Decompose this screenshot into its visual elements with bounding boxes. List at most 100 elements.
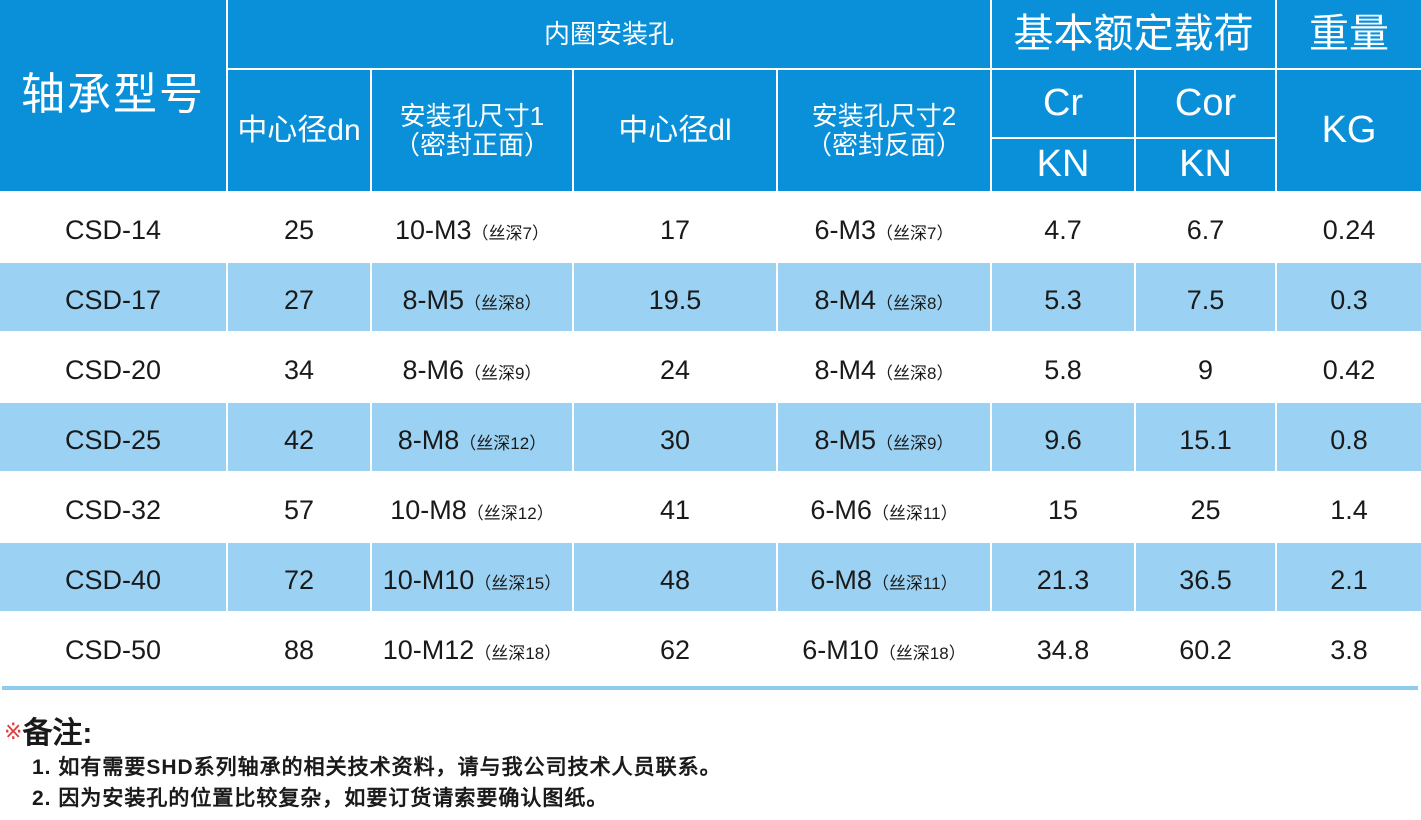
cell-model: CSD-14 [0,193,226,261]
cell-hole1-value: 10-M10 [382,564,475,595]
cell-model: CSD-17 [0,263,226,331]
table-row: CSD-32 57 10-M8（丝深12） 41 6-M6（丝深11） 15 25 1.4 [0,473,1421,541]
reference-mark-icon: ※ [4,719,23,744]
cell-hole2: 6-M3（丝深7） [778,193,990,261]
cell-dl-value: 30 [659,424,691,455]
cell-dn: 88 [228,613,370,681]
cell-hole1: 8-M6（丝深9） [372,333,572,401]
cell-dl-value: 48 [659,564,691,595]
cell-hole1-value: 10-M3 [395,214,472,245]
header-dl: 中心径dl [574,70,776,191]
cell-dn: 27 [228,263,370,331]
cell-dl: 19.5 [574,263,776,331]
cell-model-value: CSD-25 [64,424,162,455]
cell-cor-value: 60.2 [1179,634,1232,665]
cell-weight: 0.24 [1277,193,1421,261]
cell-hole1: 10-M10（丝深15） [372,543,572,611]
cell-cr-value: 15 [1047,494,1079,525]
header-dn: 中心径dn [228,70,370,191]
cell-weight-value: 0.42 [1322,354,1376,385]
cell-cor-value: 9 [1198,354,1214,385]
cell-cr-value: 9.6 [1044,424,1082,455]
header-weight-unit: KG [1277,70,1421,191]
thread-depth-note: （丝深12） [459,433,547,453]
cell-dl-value: 17 [659,214,691,245]
cell-dl-value: 24 [659,354,691,385]
thread-depth-note: （丝深18） [474,643,562,663]
header-basic-load-rating: 基本额定载荷 [992,0,1276,68]
header-cr: Cr [992,70,1135,137]
cell-hole1: 10-M12（丝深18） [372,613,572,681]
remarks-title-text: 备注: [22,717,93,750]
table-bottom-line [2,686,1418,690]
cell-cr: 21.3 [992,543,1135,611]
cell-weight: 2.1 [1277,543,1421,611]
cell-cor: 9 [1136,333,1275,401]
cell-dl: 62 [574,613,776,681]
cell-cor-value: 15.1 [1179,424,1232,455]
cell-cr: 15 [992,473,1134,541]
cell-hole2: 6-M6（丝深11） [778,473,990,541]
cell-dn: 72 [228,543,370,611]
thread-depth-note: （丝深11） [871,573,958,593]
cell-weight-value: 0.24 [1322,214,1376,245]
cell-model-value: CSD-14 [64,214,162,245]
table-row: CSD-40 72 10-M10（丝深15） 48 6-M8（丝深11） 21.3 36.5… [0,543,1421,611]
cell-weight-value: 0.3 [1330,284,1368,315]
cell-dn-value: 25 [283,214,315,245]
cell-weight: 1.4 [1277,473,1421,541]
cell-hole1: 8-M8（丝深12） [372,403,572,471]
cell-cr-value: 4.7 [1044,214,1082,245]
cell-hole2: 6-M8（丝深11） [778,543,991,611]
header-hole1-line2: （密封正面） [393,129,550,160]
cell-dl-value: 62 [659,634,691,665]
cell-dl: 24 [574,333,776,401]
cell-cor-value: 7.5 [1186,284,1225,315]
cell-hole2-value: 6-M6 [810,494,872,525]
cell-cor: 60.2 [1136,613,1275,681]
cell-hole2-value: 6-M3 [814,214,877,245]
cell-cr-value: 34.8 [1036,634,1090,665]
header-hole2-line1: 安装孔尺寸2 [811,100,957,131]
cell-dn-value: 88 [283,634,315,665]
cell-model-value: CSD-50 [64,634,162,665]
cell-cr: 9.6 [992,403,1135,471]
thread-depth-note: （丝深11） [871,503,958,523]
cell-cr-value: 5.3 [1044,284,1082,315]
cell-hole2-value: 6-M10 [802,634,879,665]
cell-model-value: CSD-32 [64,494,162,525]
cell-model: CSD-50 [0,613,226,681]
header-hole2: 安装孔尺寸2 （密封反面） [778,70,991,191]
cell-hole2-value: 8-M5 [814,424,877,455]
cell-dl-value: 19.5 [648,284,702,315]
cell-cor-value: 6.7 [1186,214,1225,245]
cell-dl: 41 [574,473,776,541]
cell-dl: 30 [574,403,776,471]
cell-cr: 4.7 [992,193,1134,261]
cell-dn-value: 57 [283,494,315,525]
cell-cor: 15.1 [1136,403,1276,471]
thread-depth-note: （丝深12） [466,503,554,523]
cell-weight: 0.42 [1277,333,1421,401]
cell-hole1: 8-M5（丝深8） [372,263,572,331]
cell-dn-value: 42 [283,424,315,455]
cell-model-value: CSD-17 [64,284,162,315]
cell-hole2: 8-M4（丝深8） [778,333,990,401]
bearing-spec-table: 轴承型号 内圈安装孔 基本额定载荷 重量 中心径dn 安装孔尺寸1 （密封正面） … [0,0,1421,681]
thread-depth-note: （丝深15） [474,573,562,593]
cell-hole1-value: 8-M6 [402,354,465,385]
cell-dn: 42 [228,403,370,471]
thread-depth-note: （丝深7） [471,223,549,243]
cell-cr: 34.8 [992,613,1134,681]
cell-weight: 0.3 [1277,263,1421,331]
cell-model: CSD-20 [0,333,226,401]
remarks: ※备注: 1. 如有需要SHD系列轴承的相关技术资料，请与我公司技术人员联系。 … [4,708,722,814]
cell-dn: 25 [228,193,370,261]
cell-dl: 48 [574,543,776,611]
table-row: CSD-14 25 10-M3（丝深7） 17 6-M3（丝深7） 4.7 6.7 0.24 [0,193,1421,261]
cell-hole2: 8-M4（丝深8） [778,263,991,331]
cell-weight-value: 1.4 [1330,494,1368,525]
cell-hole2-value: 6-M8 [810,564,872,595]
cell-model: CSD-40 [0,543,226,611]
cell-dl-value: 41 [659,494,691,525]
